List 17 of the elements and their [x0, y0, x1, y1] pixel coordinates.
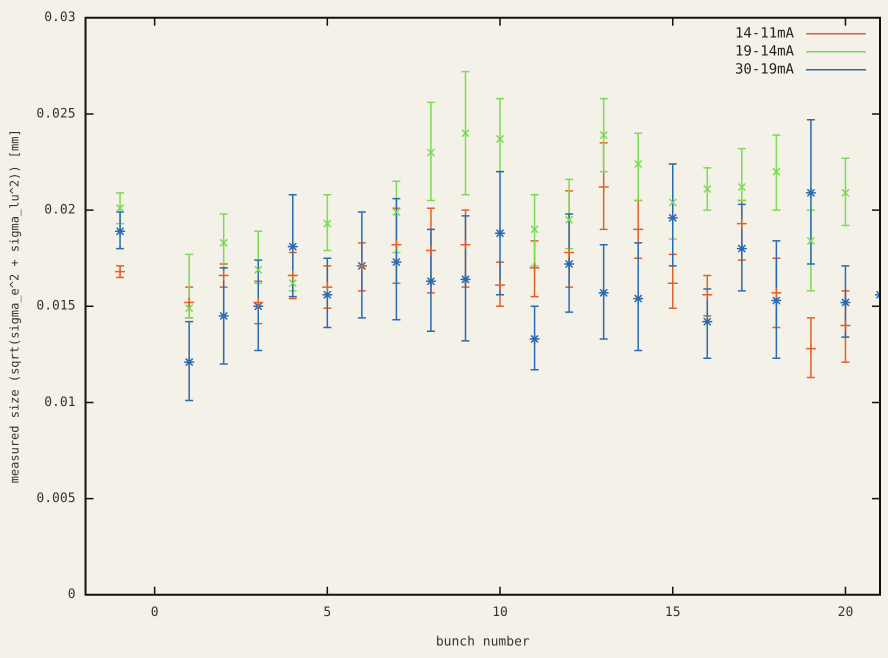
x-tick-label: 0 — [150, 604, 159, 620]
y-axis-title: measured size (sqrt(sigma_e^2 + sigma_lu^2)) [mm] — [7, 129, 22, 484]
legend-label: 19-14mA — [734, 43, 795, 60]
legend-label: 14-11mA — [734, 25, 795, 42]
x-axis-title: bunch number — [436, 634, 530, 650]
y-tick-label: 0.01 — [44, 394, 76, 410]
x-tick-label: 5 — [323, 604, 332, 620]
legend-label: 30-19mA — [734, 61, 795, 78]
y-tick-label: 0.03 — [44, 10, 76, 26]
x-tick-label: 15 — [664, 604, 681, 620]
y-tick-label: 0 — [68, 587, 76, 602]
y-tick-label: 0.005 — [36, 491, 76, 506]
y-tick-label: 0.02 — [44, 202, 76, 218]
x-tick-label: 10 — [492, 604, 508, 620]
x-tick-label: 20 — [838, 604, 854, 620]
y-tick-label: 0.015 — [36, 298, 76, 314]
y-tick-label: 0.025 — [36, 106, 76, 122]
